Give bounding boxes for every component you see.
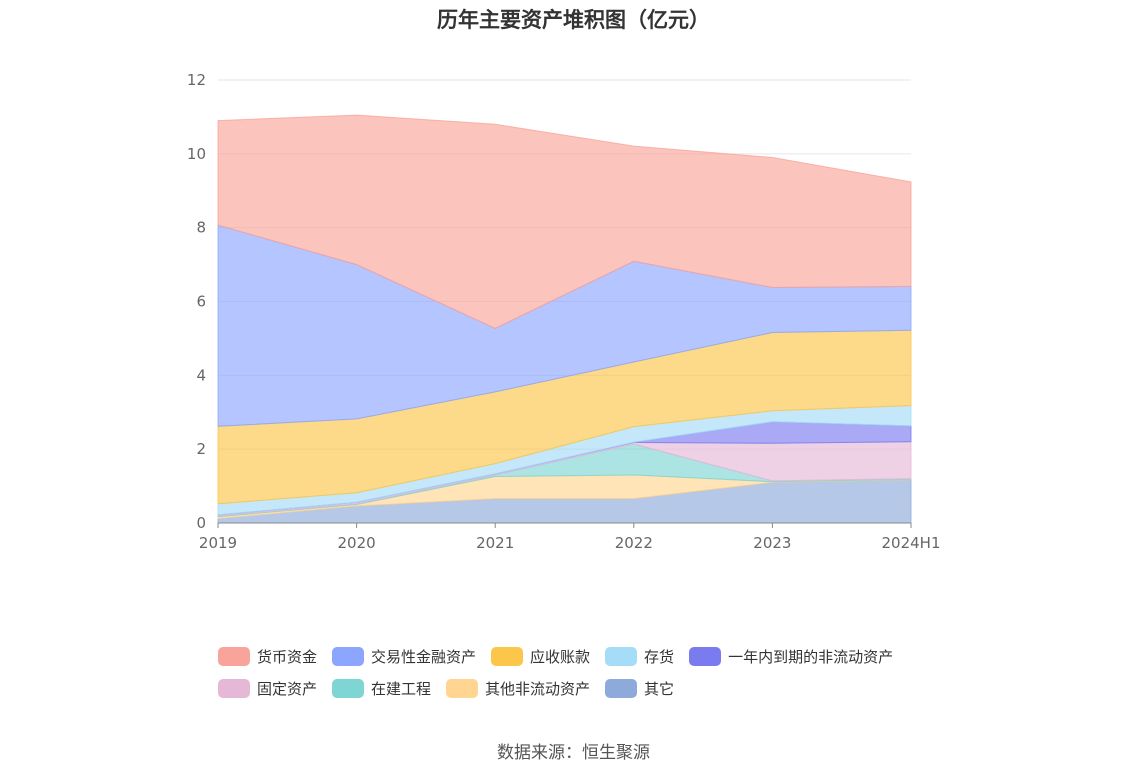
- legend-item[interactable]: 固定资产: [218, 678, 317, 699]
- legend-label: 交易性金融资产: [371, 647, 477, 666]
- legend-label: 其他非流动资产: [485, 679, 591, 698]
- legend-label: 一年内到期的非流动资产: [728, 647, 894, 666]
- y-tick-label: 2: [196, 440, 206, 458]
- legend-label: 应收账款: [530, 647, 591, 666]
- x-tick-label: 2023: [753, 534, 791, 552]
- y-tick-label: 12: [187, 71, 206, 89]
- x-tick-label: 2022: [615, 534, 653, 552]
- legend-swatch: [689, 646, 722, 666]
- legend-row: 固定资产 在建工程 其他非流动资产 其它: [218, 672, 958, 704]
- legend-swatch: [446, 678, 479, 698]
- x-tick-label: 2020: [338, 534, 376, 552]
- axis-layer: 0 2 4 6 8 10 12 2019 2020 2021 2022 2023 2024H1: [187, 71, 941, 552]
- y-tick-label: 4: [196, 366, 206, 384]
- y-tick-label: 6: [196, 293, 206, 311]
- chart-plot: 0 2 4 6 8 10 12 2019 2020 2021 2022 2023 2024H1: [187, 71, 941, 552]
- legend-item[interactable]: 其它: [605, 678, 674, 699]
- y-tick-label: 10: [187, 145, 206, 163]
- legend-row: 货币资金 交易性金融资产 应收账款 存货 一年内到期的非流动资产: [218, 640, 958, 672]
- legend: 货币资金 交易性金融资产 应收账款 存货 一年内到期的非流动资产固定资产 在建工程 其他非流…: [218, 640, 958, 704]
- area-series-8[interactable]: [217, 114, 912, 329]
- legend-swatch: [605, 678, 638, 698]
- legend-swatch: [605, 646, 638, 666]
- x-tick-label: 2024H1: [882, 534, 941, 552]
- legend-item[interactable]: 货币资金: [218, 646, 317, 667]
- area-layer: [217, 114, 912, 524]
- y-tick-label: 8: [196, 219, 206, 237]
- legend-label: 固定资产: [257, 679, 318, 698]
- legend-swatch: [218, 646, 250, 666]
- legend-swatch: [332, 678, 365, 698]
- legend-label: 在建工程: [371, 679, 432, 698]
- legend-item[interactable]: 交易性金融资产: [332, 646, 476, 667]
- legend-item[interactable]: 其他非流动资产: [446, 678, 590, 699]
- legend-swatch: [332, 646, 365, 666]
- chart-title: 历年主要资产堆积图（亿元）: [437, 8, 710, 32]
- legend-item[interactable]: 在建工程: [332, 678, 431, 699]
- legend-label: 存货: [644, 647, 675, 666]
- legend-label: 货币资金: [257, 647, 318, 666]
- legend-item[interactable]: 存货: [605, 646, 674, 667]
- legend-item[interactable]: 一年内到期的非流动资产: [689, 646, 893, 667]
- x-tick-label: 2021: [476, 534, 514, 552]
- legend-label: 其它: [644, 679, 675, 698]
- legend-swatch: [218, 678, 250, 698]
- x-tick-label: 2019: [199, 534, 237, 552]
- legend-item[interactable]: 应收账款: [491, 646, 590, 667]
- legend-swatch: [491, 646, 524, 666]
- source-note: 数据来源：恒生聚源: [497, 743, 650, 763]
- y-tick-label: 0: [196, 514, 206, 532]
